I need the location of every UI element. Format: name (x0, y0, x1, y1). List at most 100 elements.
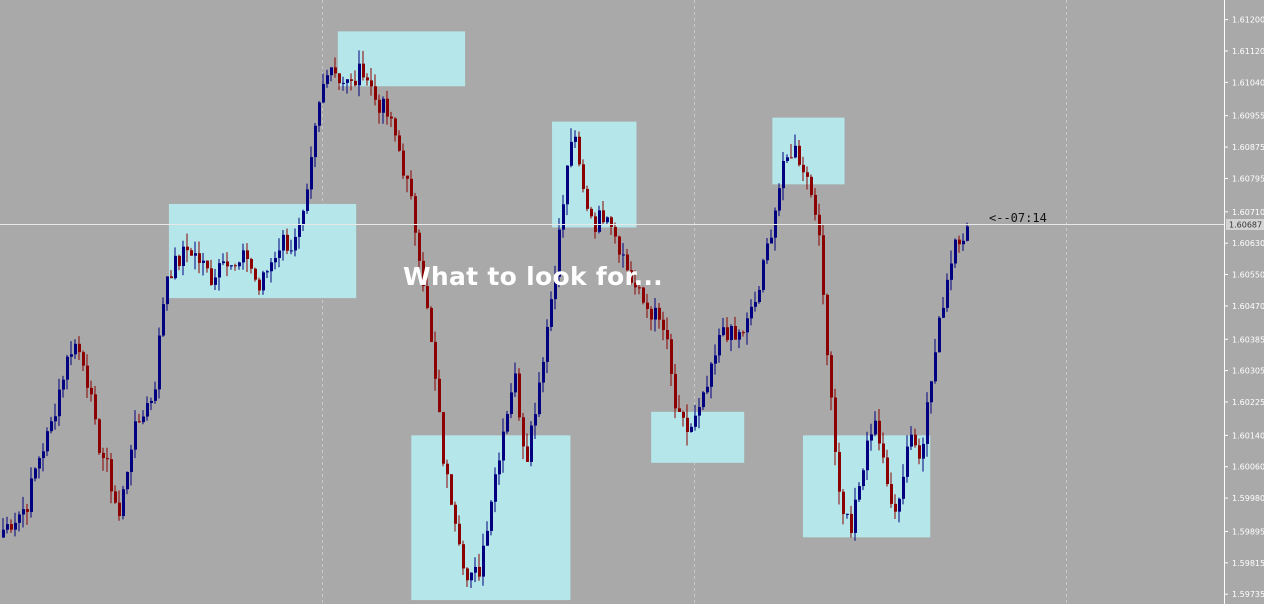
candle-body (98, 419, 101, 453)
candle-body (138, 421, 141, 423)
candle-body (922, 443, 925, 459)
candle-body (770, 237, 773, 244)
candle-body (598, 210, 601, 232)
candle-body (846, 513, 849, 515)
candle-body (762, 260, 765, 290)
candle-body (590, 208, 593, 217)
candle-body (10, 524, 13, 530)
candle-body (54, 416, 57, 422)
price-axis-label: 1.59735 (1232, 590, 1264, 599)
candle-body (202, 260, 205, 263)
candle-body (190, 250, 193, 256)
candle-body (174, 255, 177, 279)
candle-body (554, 276, 557, 300)
candle-body (534, 414, 537, 426)
candle-body (366, 77, 369, 81)
overlay-title: What to look for... (403, 262, 663, 291)
candle-body (766, 243, 769, 261)
candle-body (834, 397, 837, 452)
candle-body (294, 236, 297, 251)
candle-body (162, 304, 165, 336)
price-axis-label: 1.60875 (1232, 143, 1264, 152)
candle-body (226, 261, 229, 267)
candle-body (798, 145, 801, 165)
candle-body (74, 343, 77, 355)
candle-body (70, 354, 73, 357)
candle-body (582, 164, 585, 189)
price-axis-label: 1.60140 (1232, 431, 1264, 440)
candle-body (382, 98, 385, 113)
highlight-zone (337, 31, 466, 87)
candle-body (30, 478, 33, 512)
candle-body (182, 246, 185, 267)
candle-body (822, 235, 825, 295)
candle-body (686, 417, 689, 432)
candle-body (266, 271, 269, 273)
grid-lines (322, 0, 1067, 604)
candle-body (558, 229, 561, 277)
candle-body (242, 250, 245, 263)
candle-body (22, 509, 25, 515)
candle-body (742, 332, 745, 334)
candle-body (298, 224, 301, 237)
candle-body (342, 82, 345, 84)
candle-body (34, 468, 37, 479)
candle-body (710, 363, 713, 387)
candle-body (374, 86, 377, 100)
candle-body (306, 189, 309, 211)
candle-body (794, 145, 797, 158)
candle-body (966, 226, 969, 241)
candle-body (318, 102, 321, 126)
candle-body (26, 509, 29, 512)
candle-body (714, 355, 717, 364)
candle-body (790, 157, 793, 159)
candle-body (338, 73, 341, 84)
candle-body (490, 501, 493, 531)
candle-body (694, 415, 697, 427)
candle-body (370, 80, 373, 87)
candle-body (842, 491, 845, 515)
price-axis-label: 1.60630 (1232, 239, 1264, 248)
highlight-zones (168, 31, 931, 601)
candle-body (450, 474, 453, 505)
candle-body (114, 491, 117, 503)
price-axis-label: 1.60305 (1232, 367, 1264, 376)
candle-body (246, 250, 249, 260)
candle-body (362, 63, 365, 78)
highlight-zone (651, 411, 745, 463)
candle-body (134, 421, 137, 450)
candle-body (818, 214, 821, 236)
candle-body (550, 299, 553, 327)
price-axis-label: 1.60550 (1232, 271, 1264, 280)
price-axis-label: 1.59980 (1232, 494, 1264, 503)
candle-body (282, 234, 285, 251)
candle-body (962, 240, 965, 245)
candle-body (726, 327, 729, 340)
candle-body (682, 411, 685, 418)
candle-body (894, 503, 897, 512)
candle-body (902, 476, 905, 499)
candle-body (522, 417, 525, 447)
candle-body (442, 412, 445, 464)
candle-body (454, 504, 457, 524)
candle-body (390, 116, 393, 119)
candle-body (734, 326, 737, 340)
candle-body (862, 470, 865, 487)
candle-body (674, 373, 677, 409)
candle-body (954, 239, 957, 264)
price-axis-label: 1.61040 (1232, 78, 1264, 87)
candle-body (858, 486, 861, 500)
candle-body (706, 386, 709, 393)
candle-body (578, 136, 581, 165)
candle-body (718, 335, 721, 356)
candle-body (262, 272, 265, 291)
candle-body (330, 67, 333, 76)
price-axis-label: 1.60710 (1232, 208, 1264, 217)
candle-body (18, 514, 21, 523)
candle-body (610, 217, 613, 227)
candle-body (106, 458, 109, 460)
price-axis-label: 1.59895 (1232, 527, 1264, 536)
candle-body (478, 566, 481, 577)
